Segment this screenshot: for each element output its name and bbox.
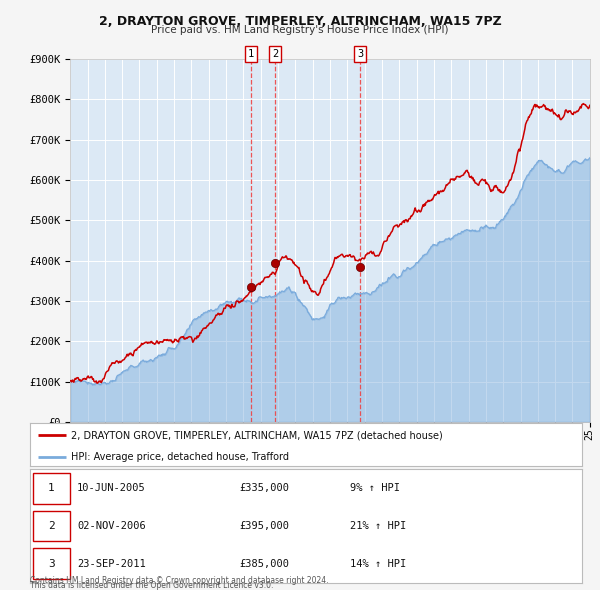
Text: 2, DRAYTON GROVE, TIMPERLEY, ALTRINCHAM, WA15 7PZ: 2, DRAYTON GROVE, TIMPERLEY, ALTRINCHAM,… bbox=[98, 15, 502, 28]
Text: £395,000: £395,000 bbox=[240, 521, 290, 531]
Text: 1: 1 bbox=[48, 483, 55, 493]
Text: £385,000: £385,000 bbox=[240, 559, 290, 569]
Text: Price paid vs. HM Land Registry's House Price Index (HPI): Price paid vs. HM Land Registry's House … bbox=[151, 25, 449, 35]
Text: 2, DRAYTON GROVE, TIMPERLEY, ALTRINCHAM, WA15 7PZ (detached house): 2, DRAYTON GROVE, TIMPERLEY, ALTRINCHAM,… bbox=[71, 430, 443, 440]
FancyBboxPatch shape bbox=[33, 510, 70, 542]
FancyBboxPatch shape bbox=[33, 473, 70, 504]
Text: 3: 3 bbox=[48, 559, 55, 569]
Text: 3: 3 bbox=[357, 49, 363, 59]
Text: 14% ↑ HPI: 14% ↑ HPI bbox=[350, 559, 406, 569]
Text: 1: 1 bbox=[248, 49, 254, 59]
Text: 02-NOV-2006: 02-NOV-2006 bbox=[77, 521, 146, 531]
Text: 21% ↑ HPI: 21% ↑ HPI bbox=[350, 521, 406, 531]
Text: This data is licensed under the Open Government Licence v3.0.: This data is licensed under the Open Gov… bbox=[30, 581, 274, 590]
FancyBboxPatch shape bbox=[33, 548, 70, 579]
Text: HPI: Average price, detached house, Trafford: HPI: Average price, detached house, Traf… bbox=[71, 451, 289, 461]
Text: 10-JUN-2005: 10-JUN-2005 bbox=[77, 483, 146, 493]
Text: 9% ↑ HPI: 9% ↑ HPI bbox=[350, 483, 400, 493]
Text: Contains HM Land Registry data © Crown copyright and database right 2024.: Contains HM Land Registry data © Crown c… bbox=[30, 576, 329, 585]
Text: £335,000: £335,000 bbox=[240, 483, 290, 493]
Text: 23-SEP-2011: 23-SEP-2011 bbox=[77, 559, 146, 569]
Text: 2: 2 bbox=[48, 521, 55, 531]
Text: 2: 2 bbox=[272, 49, 278, 59]
